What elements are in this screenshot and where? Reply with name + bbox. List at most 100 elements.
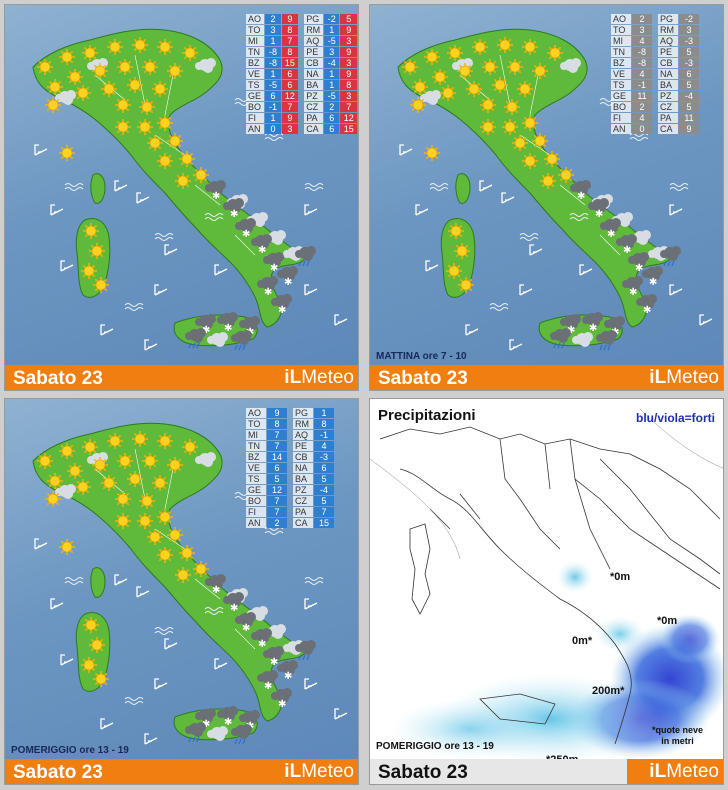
cloud-icon [570, 180, 591, 195]
wave-icon [64, 183, 84, 187]
spacer [299, 124, 303, 134]
temperature-row: BZ -8 CB -3 [611, 58, 699, 68]
rain-drop-icon [242, 738, 246, 745]
spacer [653, 80, 657, 90]
sun-icon [37, 453, 53, 469]
wind-arrow-icon [144, 339, 158, 351]
snow-level-label: *0m [657, 615, 678, 627]
wind-arrow-icon [501, 192, 515, 204]
temp-max: 12 [281, 91, 299, 101]
sun-icon [167, 133, 183, 149]
city-code: CB [304, 58, 324, 68]
temperature-row: MI 4 AQ -3 [611, 36, 699, 46]
sun-icon [82, 439, 98, 455]
cloud-icon [207, 332, 228, 347]
sun-icon [82, 45, 98, 61]
wind-arrow-icon [415, 204, 429, 216]
city-code: AO [611, 14, 631, 24]
temp-min: 3 [265, 25, 281, 35]
spacer [299, 69, 303, 79]
cloud-icon [636, 294, 657, 309]
spacer [288, 463, 292, 473]
sun-icon [157, 115, 173, 131]
temp-min: 4 [632, 36, 652, 46]
temp-max: 7 [340, 102, 357, 112]
temp-max: 7 [281, 36, 299, 46]
spacer [288, 518, 292, 528]
cloud-icon [295, 246, 316, 261]
cloud-icon [231, 330, 252, 345]
sun-icon [182, 439, 198, 455]
rain-drop-icon [238, 738, 242, 745]
temperature-row: BZ 14 CB -3 [246, 452, 334, 462]
temp-min: 6 [679, 69, 699, 79]
wave-icon [569, 213, 589, 217]
city-code: AO [246, 408, 266, 418]
sun-icon [139, 99, 155, 115]
cloud-icon [207, 726, 228, 741]
wind-arrow-icon [399, 144, 413, 156]
sun-icon [115, 491, 131, 507]
rain-drop-icon [306, 654, 310, 661]
cloud-icon [231, 724, 252, 739]
city-code: VE [246, 69, 265, 79]
wave-icon [154, 631, 174, 635]
cloud-icon [572, 332, 593, 347]
wind-arrow-icon [50, 598, 64, 610]
temp-min: -1 [314, 430, 334, 440]
spacer [653, 14, 657, 24]
city-code: PE [293, 441, 313, 451]
wind-arrow-icon [334, 314, 348, 326]
sun-icon [37, 59, 53, 75]
city-code: FI [246, 113, 265, 123]
sun-icon [522, 153, 538, 169]
cloud-icon [195, 58, 216, 73]
temp-min: 6 [314, 463, 334, 473]
temp-min: 15 [314, 518, 334, 528]
temp-min: -1 [632, 80, 652, 90]
sun-icon [47, 79, 63, 95]
snowflake-icon: ✱ [635, 263, 643, 274]
temp-min: -3 [679, 58, 699, 68]
temperature-row: VE 4 NA 6 [611, 69, 699, 79]
wind-arrow-icon [465, 324, 479, 336]
cloud-icon [223, 592, 244, 607]
temp-max: 3 [340, 91, 357, 101]
spacer [288, 408, 292, 418]
snowflake-icon: ✱ [202, 719, 210, 730]
cloud-icon [622, 276, 643, 291]
panel-footer: Sabato 23 iLMeteo [370, 759, 723, 784]
rain-drop-icon [561, 342, 565, 349]
wind-arrow-icon [154, 284, 168, 296]
sun-icon [142, 453, 158, 469]
snowflake-icon: ✱ [224, 717, 232, 728]
temp-min: 2 [324, 102, 340, 112]
temp-min: 5 [679, 47, 699, 57]
sun-icon [179, 151, 195, 167]
temp-min: 0 [632, 124, 652, 134]
weather-icons: ✱✱✱✱✱✱✱✱✱✱✱ [399, 37, 713, 351]
temp-min: -8 [632, 47, 652, 57]
panel-footer: Sabato 23 iLMeteo [5, 759, 358, 784]
sun-icon [480, 97, 496, 113]
wave-icon [519, 233, 539, 237]
land-shape [90, 173, 106, 204]
sun-icon [92, 457, 108, 473]
spacer [299, 80, 303, 90]
sun-icon [115, 119, 131, 135]
sun-icon [157, 547, 173, 563]
wind-arrow-icon [100, 324, 114, 336]
temp-min: 3 [324, 47, 340, 57]
wave-icon [304, 577, 324, 581]
temp-min: 5 [679, 102, 699, 112]
rain-drop-icon [663, 260, 667, 267]
temp-min: 6 [265, 91, 281, 101]
temp-min: 7 [267, 496, 287, 506]
sun-icon [193, 561, 209, 577]
sun-icon [482, 59, 498, 75]
sun-icon [517, 81, 533, 97]
sun-icon [142, 59, 158, 75]
temp-min: -3 [679, 36, 699, 46]
rain-drop-icon [298, 260, 302, 267]
wind-arrow-icon [669, 284, 683, 296]
